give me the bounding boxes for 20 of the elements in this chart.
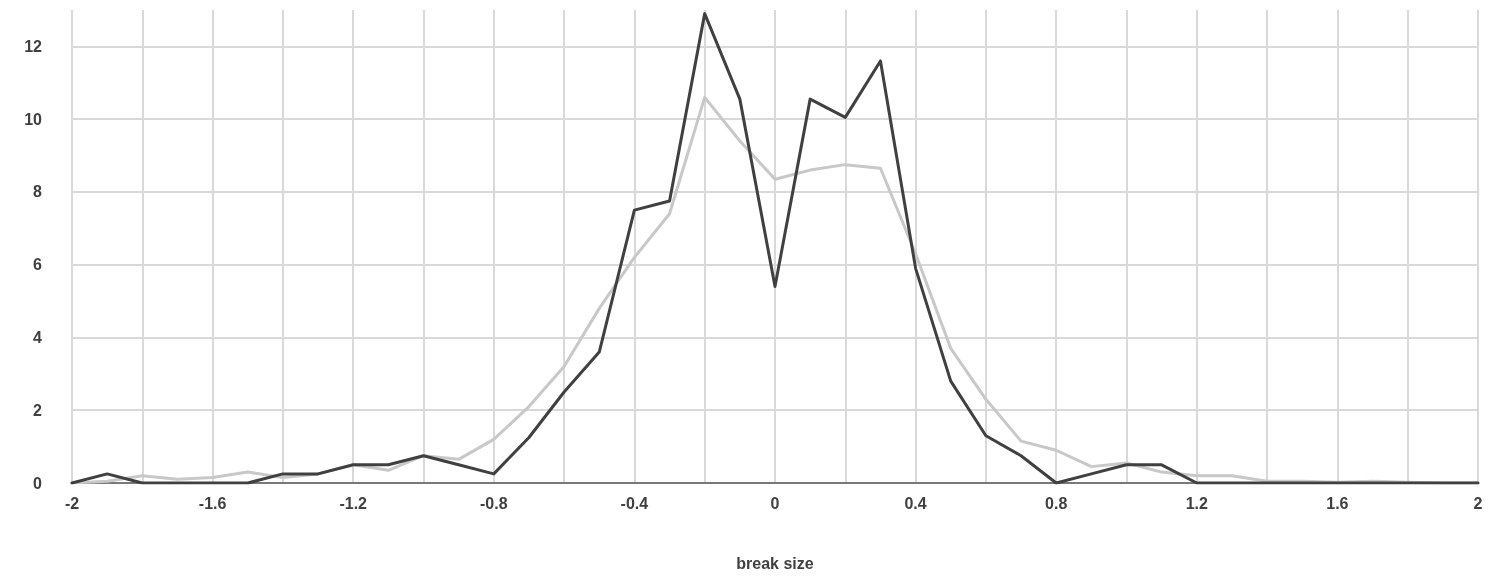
line-series	[70, 12, 1480, 485]
x-tick-label: 2	[1473, 494, 1483, 512]
x-tick-label: 0.4	[904, 494, 927, 512]
x-tick-label: 1.2	[1185, 494, 1209, 512]
y-tick-label: 8	[33, 183, 43, 201]
x-axis-title: break size	[736, 554, 814, 572]
y-tick-label: 4	[33, 328, 43, 346]
x-tick-label: -0.4	[620, 494, 649, 512]
x-tick-label: -1.6	[198, 494, 227, 512]
x-tick-label: -1.2	[339, 494, 368, 512]
x-tick-label: 1.6	[1326, 494, 1349, 512]
x-tick-label: 0	[770, 494, 780, 512]
x-tick-label: -2	[64, 494, 80, 512]
x-tick-label: 0.8	[1045, 494, 1068, 512]
y-tick-label: 12	[24, 37, 43, 55]
y-tick-label: 2	[33, 401, 43, 419]
y-tick-label: 6	[33, 256, 43, 274]
x-tick-label: -0.8	[480, 494, 508, 512]
y-tick-label: 10	[24, 110, 43, 128]
y-tick-label: 0	[33, 474, 43, 492]
